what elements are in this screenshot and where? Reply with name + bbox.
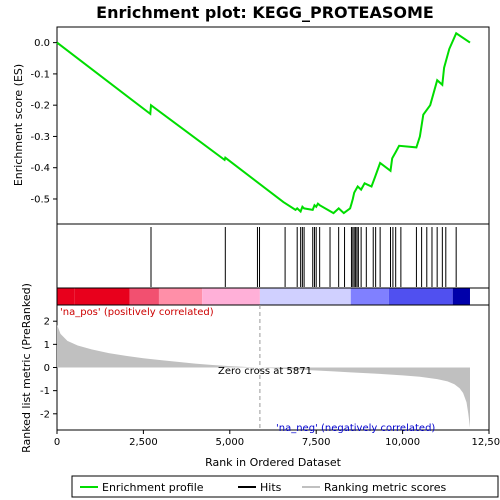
x-tick-label: 12,500 <box>472 437 500 448</box>
es-y-tick-label: -0.4 <box>30 163 50 174</box>
ranking-color-segment <box>57 288 75 305</box>
positive-correlation-label: 'na_pos' (positively correlated) <box>60 307 214 318</box>
ranking-color-segment <box>452 288 470 305</box>
es-y-tick-label: 0.0 <box>34 38 50 49</box>
ranking-color-segment <box>388 288 453 305</box>
metric-y-tick-label: -1 <box>40 386 50 397</box>
ranking-color-segment <box>158 288 203 305</box>
metric-y-tick-label: -2 <box>40 409 50 420</box>
x-tick-label: 0 <box>54 437 60 448</box>
metric-y-axis-label: Ranked list metric (PreRanked) <box>20 283 33 453</box>
ranking-color-segment <box>202 288 260 305</box>
ranking-color-segment <box>74 288 130 305</box>
x-tick-label: 7,500 <box>302 437 331 448</box>
es-y-tick-label: -0.3 <box>30 132 50 143</box>
x-tick-label: 2,500 <box>129 437 158 448</box>
metric-y-tick-label: 0 <box>44 363 50 374</box>
es-y-tick-label: -0.1 <box>30 69 50 80</box>
ranking-color-bar <box>57 288 470 305</box>
chart-title: Enrichment plot: KEGG_PROTEASOME <box>96 3 434 22</box>
metric-y-axis: 2 1 0 -1 -2 <box>40 317 57 420</box>
legend-box <box>71 475 499 498</box>
x-axis: 0 2,500 5,000 7,500 10,000 12,500 <box>54 430 500 448</box>
hits-panel-frame <box>56 223 490 289</box>
hit-marks <box>150 227 457 287</box>
x-axis-label: Rank in Ordered Dataset <box>205 456 342 469</box>
es-y-tick-label: -0.2 <box>30 101 50 112</box>
es-y-axis: 0.0 -0.1 -0.2 -0.3 -0.4 -0.5 <box>30 38 57 205</box>
legend-label-hits: Hits <box>260 481 282 494</box>
ranking-color-segment <box>129 288 159 305</box>
legend-label-enrichment: Enrichment profile <box>102 481 204 494</box>
metric-y-tick-label: 1 <box>44 340 50 351</box>
enrichment-profile-line <box>56 31 471 215</box>
x-tick-label: 5,000 <box>215 437 244 448</box>
x-tick-label: 10,000 <box>385 437 420 448</box>
metric-y-tick-label: 2 <box>44 317 50 328</box>
ranking-color-segment <box>350 288 389 305</box>
zero-cross-label: Zero cross at 5871 <box>218 366 312 377</box>
es-y-tick-label: -0.5 <box>30 194 50 205</box>
ranking-color-segment <box>259 288 351 305</box>
es-panel-frame <box>56 26 490 225</box>
legend-label-ranking: Ranking metric scores <box>324 481 446 494</box>
es-y-axis-label: Enrichment score (ES) <box>12 64 25 186</box>
negative-correlation-label: 'na_neg' (negatively correlated) <box>276 423 435 434</box>
